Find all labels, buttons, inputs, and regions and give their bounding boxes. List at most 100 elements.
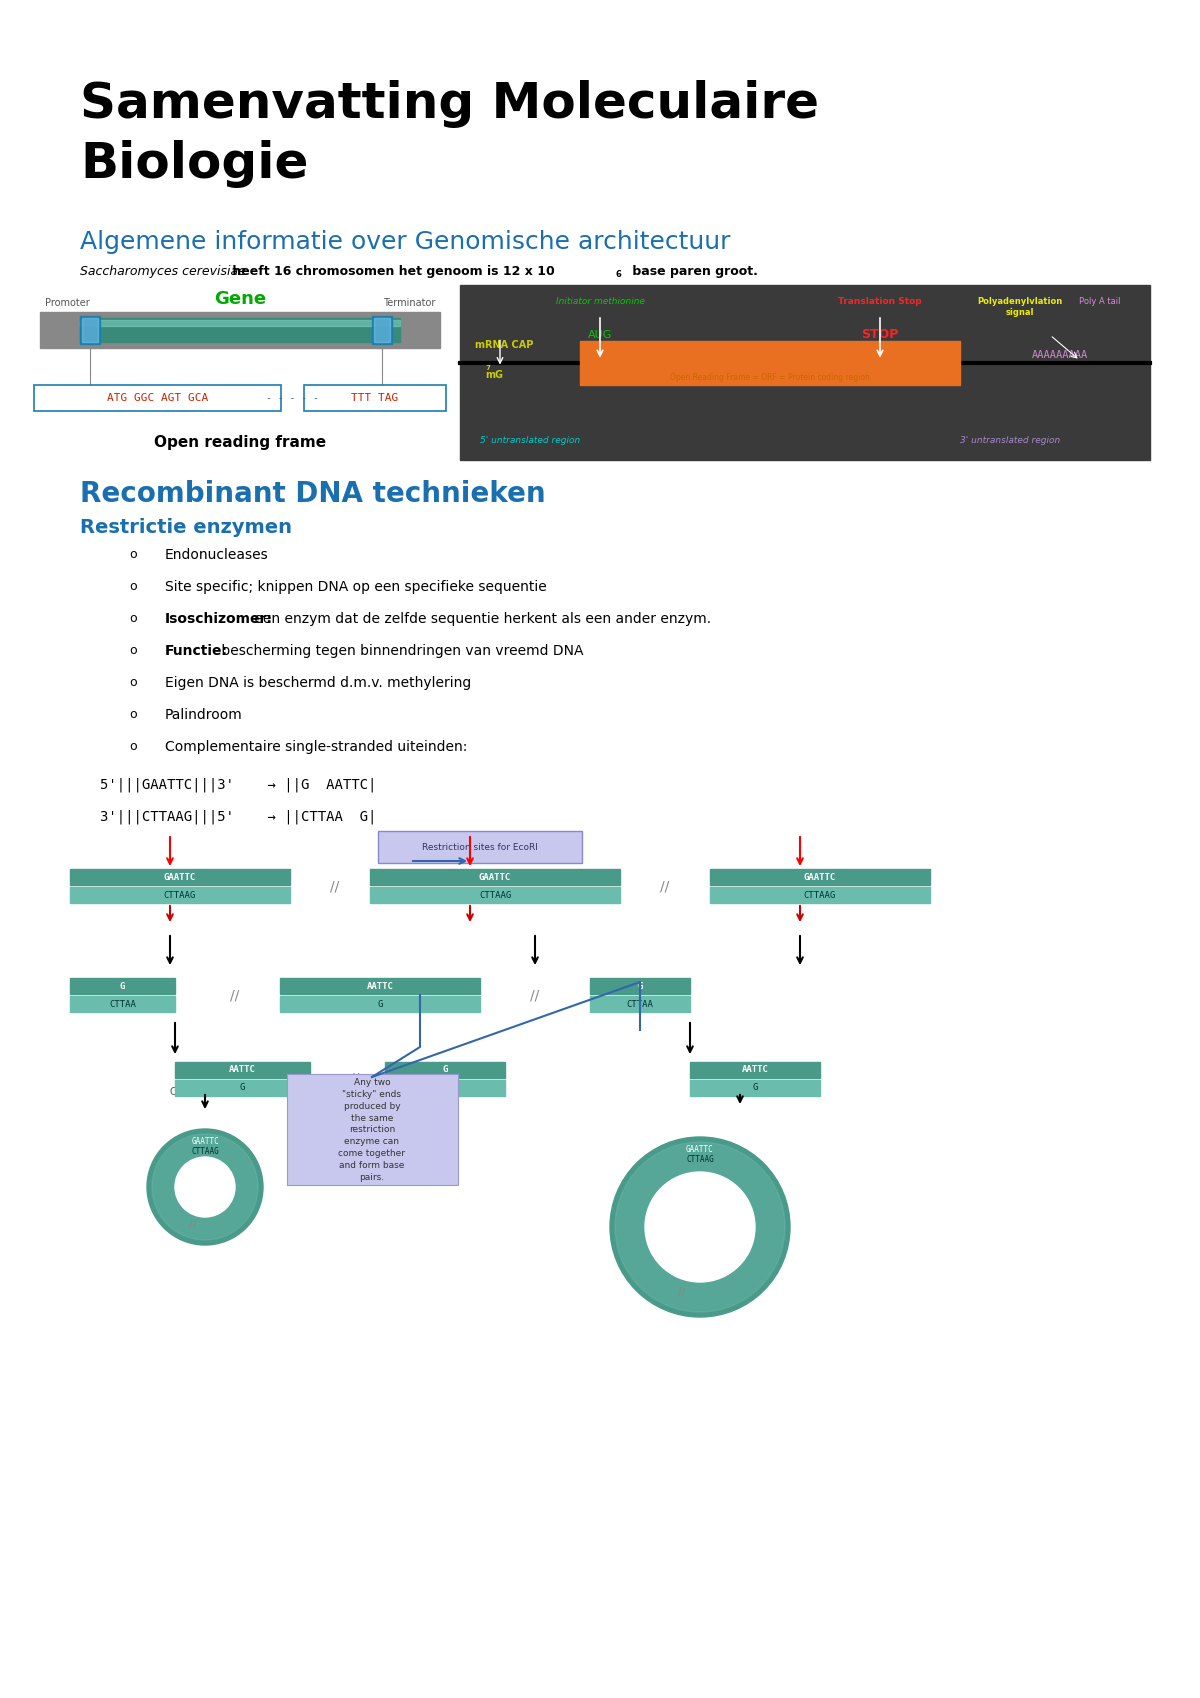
FancyBboxPatch shape bbox=[287, 1075, 458, 1185]
Text: CTTAAG: CTTAAG bbox=[479, 890, 511, 900]
FancyBboxPatch shape bbox=[378, 830, 582, 863]
Text: G: G bbox=[120, 981, 125, 990]
Text: //: // bbox=[678, 1287, 685, 1297]
Text: G: G bbox=[637, 981, 643, 990]
Text: Functie:: Functie: bbox=[166, 644, 228, 659]
Bar bbox=[82, 318, 98, 341]
FancyBboxPatch shape bbox=[34, 385, 281, 411]
Bar bbox=[70, 869, 290, 885]
Bar bbox=[370, 869, 620, 885]
Text: 5' untranslated region: 5' untranslated region bbox=[480, 436, 580, 445]
Text: 5'|||GAATTC|||3'    → ||G  AATTC|: 5'|||GAATTC|||3' → ||G AATTC| bbox=[100, 778, 377, 791]
Text: o: o bbox=[130, 740, 137, 752]
Text: CTTAAG: CTTAAG bbox=[191, 1146, 218, 1156]
Bar bbox=[590, 997, 690, 1012]
Text: CTTAAG: CTTAAG bbox=[686, 1155, 714, 1163]
Text: bescherming tegen binnendringen van vreemd DNA: bescherming tegen binnendringen van vree… bbox=[217, 644, 583, 659]
Text: base paren groot.: base paren groot. bbox=[628, 265, 758, 278]
Text: een enzym dat de zelfde sequentie herkent als een ander enzym.: een enzym dat de zelfde sequentie herken… bbox=[250, 611, 710, 627]
Text: CTTAA: CTTAA bbox=[109, 1000, 136, 1009]
Bar bbox=[385, 1061, 505, 1078]
Bar bbox=[590, 978, 690, 993]
Text: Translation Stop: Translation Stop bbox=[838, 297, 922, 306]
Text: Circularization: Circularization bbox=[170, 1087, 240, 1097]
Text: Eigen DNA is beschermd d.m.v. methylering: Eigen DNA is beschermd d.m.v. methylerin… bbox=[166, 676, 472, 689]
Text: GAATTC: GAATTC bbox=[479, 873, 511, 881]
Text: o: o bbox=[130, 548, 137, 560]
Text: 3' untranslated region: 3' untranslated region bbox=[960, 436, 1060, 445]
Text: Open Reading Frame = ORF = Protein coding region: Open Reading Frame = ORF = Protein codin… bbox=[670, 374, 870, 382]
Text: AATTC: AATTC bbox=[229, 1066, 256, 1075]
Text: GAATTC: GAATTC bbox=[804, 873, 836, 881]
Text: Any two
"sticky" ends
produced by
the same
restriction
enzyme can
come together
: Any two "sticky" ends produced by the sa… bbox=[338, 1078, 406, 1182]
Text: GAATTC: GAATTC bbox=[164, 873, 196, 881]
Circle shape bbox=[148, 1129, 263, 1245]
Text: Site specific; knippen DNA op een specifieke sequentie: Site specific; knippen DNA op een specif… bbox=[166, 581, 547, 594]
Text: Samenvatting Moleculaire: Samenvatting Moleculaire bbox=[80, 80, 818, 127]
Text: G: G bbox=[240, 1083, 245, 1092]
Circle shape bbox=[175, 1156, 235, 1217]
Text: //: // bbox=[330, 880, 340, 893]
Bar bbox=[710, 886, 930, 903]
Bar bbox=[175, 1080, 310, 1095]
Text: Palindroom: Palindroom bbox=[166, 708, 242, 722]
Text: Initiator methionine: Initiator methionine bbox=[556, 297, 644, 306]
Text: CTTAAG: CTTAAG bbox=[804, 890, 836, 900]
Bar bbox=[385, 1080, 505, 1095]
Text: Recombinant DNA technieken: Recombinant DNA technieken bbox=[80, 481, 546, 508]
Bar bbox=[374, 318, 390, 341]
Text: Promoter: Promoter bbox=[46, 299, 90, 307]
Text: //: // bbox=[230, 988, 240, 1002]
Bar bbox=[280, 978, 480, 993]
Text: Terminator: Terminator bbox=[383, 299, 436, 307]
Text: 3'|||CTTAAG|||5'    → ||CTTAA  G|: 3'|||CTTAAG|||5' → ||CTTAA G| bbox=[100, 808, 377, 824]
Circle shape bbox=[610, 1138, 790, 1318]
Text: Circularization: Circularization bbox=[704, 1087, 775, 1097]
Text: mG: mG bbox=[485, 370, 503, 379]
Bar bbox=[70, 978, 175, 993]
Circle shape bbox=[646, 1172, 755, 1282]
Bar bbox=[280, 997, 480, 1012]
Text: G: G bbox=[443, 1066, 448, 1075]
Text: Poly A tail: Poly A tail bbox=[1079, 297, 1121, 306]
Text: Open reading frame: Open reading frame bbox=[154, 435, 326, 450]
Bar bbox=[370, 886, 620, 903]
Text: AAAAAAAAA: AAAAAAAAA bbox=[1032, 350, 1088, 360]
Bar bbox=[372, 316, 392, 345]
Text: 7: 7 bbox=[485, 365, 490, 370]
Text: Restrictie enzymen: Restrictie enzymen bbox=[80, 518, 292, 537]
Text: o: o bbox=[130, 644, 137, 657]
Bar bbox=[710, 869, 930, 885]
Text: CTTAA: CTTAA bbox=[432, 1083, 458, 1092]
Text: TTT TAG: TTT TAG bbox=[352, 392, 398, 402]
Bar bbox=[80, 318, 400, 341]
Text: - - - - -: - - - - - bbox=[266, 392, 319, 402]
Text: 6: 6 bbox=[616, 270, 622, 278]
Text: AATTC: AATTC bbox=[742, 1066, 768, 1075]
FancyBboxPatch shape bbox=[304, 385, 446, 411]
Bar bbox=[70, 886, 290, 903]
Text: CTTAA: CTTAA bbox=[626, 1000, 654, 1009]
Bar bbox=[580, 341, 960, 384]
Bar bbox=[80, 319, 400, 326]
Text: AUG: AUG bbox=[588, 329, 612, 340]
Text: Polyadenylvlation
signal: Polyadenylvlation signal bbox=[977, 297, 1063, 318]
Bar bbox=[690, 1080, 820, 1095]
Text: //: // bbox=[660, 880, 670, 893]
Text: AATTC: AATTC bbox=[366, 981, 394, 990]
Text: Algemene informatie over Genomische architectuur: Algemene informatie over Genomische arch… bbox=[80, 229, 731, 255]
Text: STOP: STOP bbox=[862, 328, 899, 341]
Text: ATG GGC AGT GCA: ATG GGC AGT GCA bbox=[107, 392, 208, 402]
Bar bbox=[690, 1061, 820, 1078]
Text: Gene: Gene bbox=[214, 290, 266, 307]
Text: o: o bbox=[130, 708, 137, 722]
Text: //: // bbox=[350, 1071, 360, 1087]
Text: mRNA CAP: mRNA CAP bbox=[475, 340, 533, 350]
Circle shape bbox=[616, 1143, 785, 1313]
Bar bbox=[175, 1061, 310, 1078]
Text: //: // bbox=[190, 1219, 197, 1229]
Text: o: o bbox=[130, 611, 137, 625]
Text: GAATTC: GAATTC bbox=[191, 1136, 218, 1146]
Text: o: o bbox=[130, 581, 137, 593]
Text: heeft 16 chromosomen het genoom is 12 x 10: heeft 16 chromosomen het genoom is 12 x … bbox=[228, 265, 554, 278]
